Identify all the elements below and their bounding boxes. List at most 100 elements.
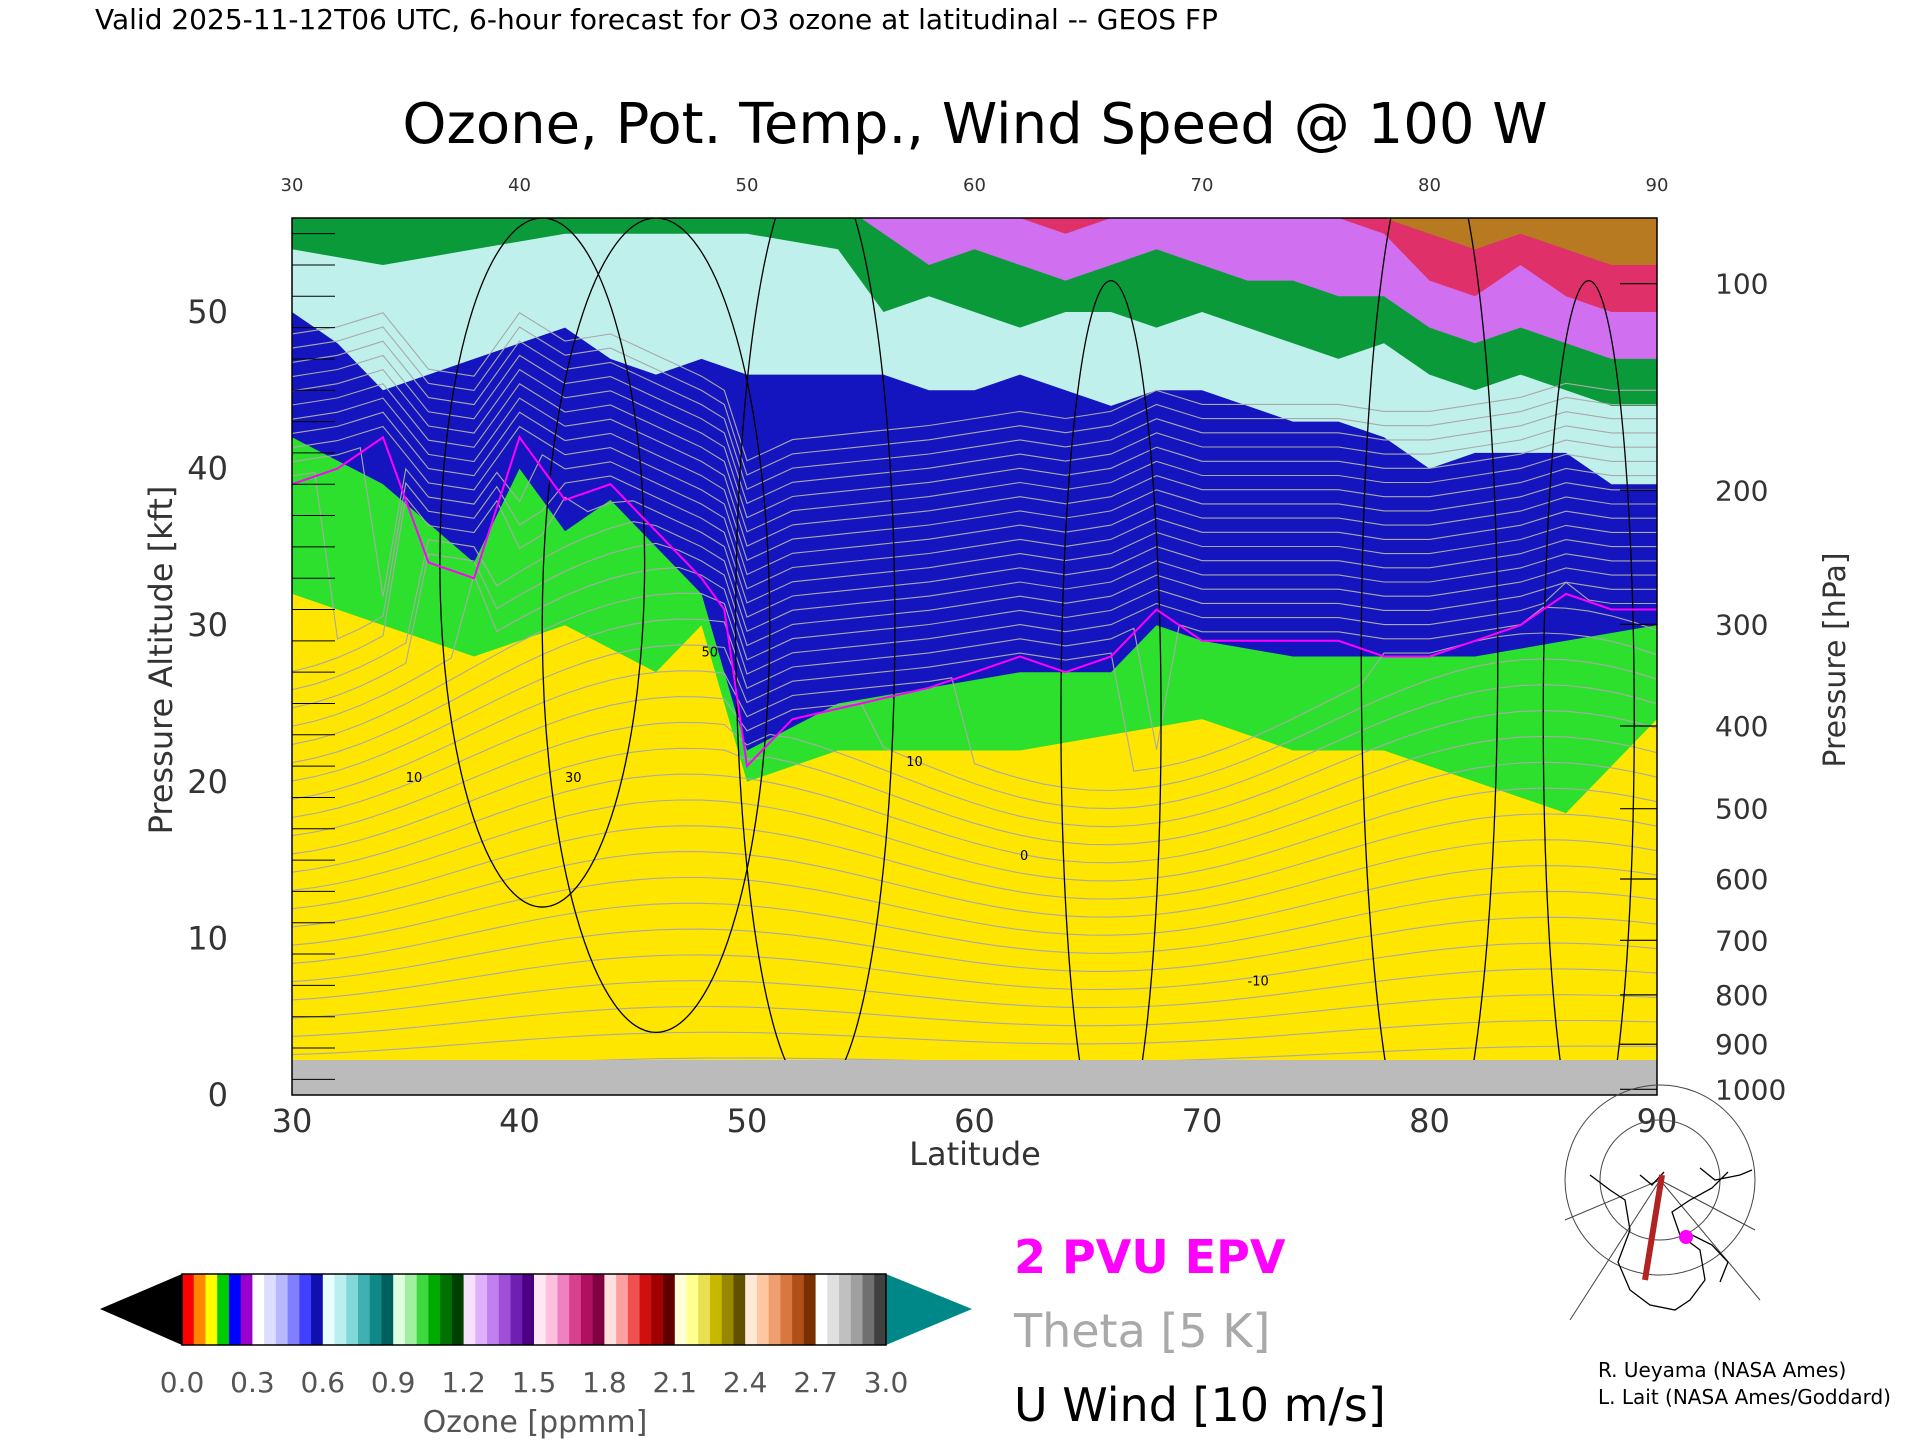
- colorbar-segment: [674, 1274, 688, 1345]
- y-left-tick-label: 30: [187, 606, 228, 644]
- theta-contour: [292, 354, 1657, 505]
- u-wind-label: 10: [906, 755, 923, 770]
- u-wind-label: 0: [1020, 849, 1028, 864]
- theta-contour: [292, 787, 1657, 891]
- y-left-tick-label: 50: [187, 293, 228, 331]
- colorbar-segment: [240, 1274, 253, 1345]
- theta-contour: [292, 471, 1657, 640]
- y-right-tick-label: 300: [1715, 608, 1768, 641]
- colorbar-segment: [780, 1274, 793, 1345]
- theta-contour: [292, 735, 1657, 855]
- u-wind-label: 30: [565, 771, 582, 786]
- colorbar-segment: [463, 1274, 476, 1345]
- theta-contour: [292, 368, 1657, 519]
- colorbar-tick-label: 2.7: [793, 1366, 838, 1399]
- colorbar-segment: [287, 1274, 300, 1345]
- colorbar-over-arrow: [886, 1274, 972, 1345]
- colorbar-segment: [193, 1274, 207, 1345]
- y-left-tick-label: 40: [187, 450, 228, 488]
- y-left-tick-label: 0: [208, 1076, 228, 1114]
- theta-contour: [292, 890, 1657, 964]
- y-right-tick-label: 500: [1715, 793, 1768, 826]
- colorbar-segment: [545, 1274, 559, 1345]
- x-top-tick-label: 30: [281, 175, 304, 196]
- y-right-tick-label: 700: [1715, 924, 1768, 957]
- colorbar-segment: [768, 1274, 781, 1345]
- theta-contour: [292, 710, 1657, 837]
- theta-contour: [292, 684, 1657, 818]
- colorbar-segment: [698, 1274, 711, 1345]
- inset-section-line: [1642, 1174, 1665, 1281]
- colorbar-segment: [534, 1274, 547, 1345]
- colorbar-segment: [792, 1274, 805, 1345]
- theta-contour: [292, 581, 1657, 745]
- colorbar-tick-label: 0.0: [160, 1366, 205, 1399]
- colorbar-segment: [498, 1274, 512, 1345]
- ozone-layer-2.4: [1384, 218, 1657, 265]
- u-wind-contour: [1360, 218, 1499, 1095]
- theta-contour: [292, 606, 1657, 764]
- u-wind-label: 50: [702, 646, 719, 661]
- y-axis-right-ticks: 100 200 300 400 500 600 700 800 900 1000: [1715, 268, 1786, 1107]
- legend-u-wind: U Wind [10 m/s]: [1014, 1378, 1386, 1432]
- theta-contour: [292, 813, 1657, 910]
- theta-contour: [292, 1019, 1657, 1056]
- plot-area: 10 30 50 0 10 -10: [291, 217, 1658, 1096]
- colorbar-segment: [275, 1274, 289, 1345]
- colorbar-segment: [205, 1274, 218, 1345]
- colorbar-segment: [874, 1274, 887, 1345]
- u-wind-contour: [734, 218, 896, 1095]
- theta-contour: [292, 761, 1657, 873]
- theta-contour: [292, 446, 1657, 597]
- inset-map-graticule: [1564, 1084, 1761, 1321]
- theta-contour: [292, 495, 1657, 672]
- colorbar-tick-label: 1.2: [441, 1366, 486, 1399]
- colorbar-segment: [228, 1274, 242, 1345]
- colorbar-segment: [839, 1274, 852, 1345]
- x-top-tick-label: 50: [736, 175, 759, 196]
- colorbar-segment: [358, 1274, 371, 1345]
- x-top-tick-label: 90: [1646, 175, 1669, 196]
- u-wind-label: -10: [1248, 974, 1269, 989]
- colorbar-segment: [756, 1274, 770, 1345]
- colorbar-segment: [404, 1274, 418, 1345]
- legend: 2 PVU EPV Theta [5 K] U Wind [10 m/s]: [1013, 1230, 1386, 1432]
- colorbar-tick-label: 2.4: [723, 1366, 768, 1399]
- valid-time-header: Valid 2025-11-12T06 UTC, 6-hour forecast…: [95, 3, 1218, 36]
- colorbar-segment: [616, 1274, 629, 1345]
- theta-contour: [292, 916, 1657, 983]
- colorbar-tick-label: 0.9: [371, 1366, 416, 1399]
- inset-location-dot: [1679, 1230, 1693, 1244]
- colorbar-tick-label: 2.1: [653, 1366, 698, 1399]
- theta-contour: [292, 521, 1657, 691]
- ground-mask: [292, 1060, 1657, 1095]
- colorbar-segment: [627, 1274, 641, 1345]
- colorbar-segment: [733, 1274, 746, 1345]
- theta-contour: [292, 411, 1657, 562]
- colorbar-segment: [510, 1274, 523, 1345]
- credit-line-2: L. Lait (NASA Ames/Goddard): [1598, 1385, 1891, 1409]
- colorbar-segment: [381, 1274, 394, 1345]
- colorbar-segment: [569, 1274, 582, 1345]
- plot-frame: [291, 217, 1658, 1096]
- colorbar-segment: [428, 1274, 441, 1345]
- theta-contour: [292, 994, 1657, 1037]
- y-right-tick-label: 1000: [1715, 1073, 1786, 1106]
- colorbar-segment: [182, 1274, 195, 1345]
- theta-contour: [292, 312, 1657, 462]
- y-right-tick-label: 100: [1715, 268, 1768, 301]
- colorbar-under-arrow: [100, 1274, 182, 1345]
- colorbar-segment: [815, 1274, 828, 1345]
- colorbar-tick-label: 0.3: [230, 1366, 275, 1399]
- theta-contour: [292, 632, 1657, 782]
- u-wind-label: 10: [406, 771, 423, 786]
- colorbar-segment: [604, 1274, 617, 1345]
- colorbar-segments: [182, 1274, 887, 1345]
- theta-contour: [292, 658, 1657, 800]
- colorbar-tick-label: 0.6: [301, 1366, 346, 1399]
- x-tick-label: 70: [1182, 1102, 1223, 1140]
- y-right-tick-label: 600: [1715, 863, 1768, 896]
- theta-contour: [292, 340, 1657, 490]
- u-wind-contour: [1060, 280, 1162, 1095]
